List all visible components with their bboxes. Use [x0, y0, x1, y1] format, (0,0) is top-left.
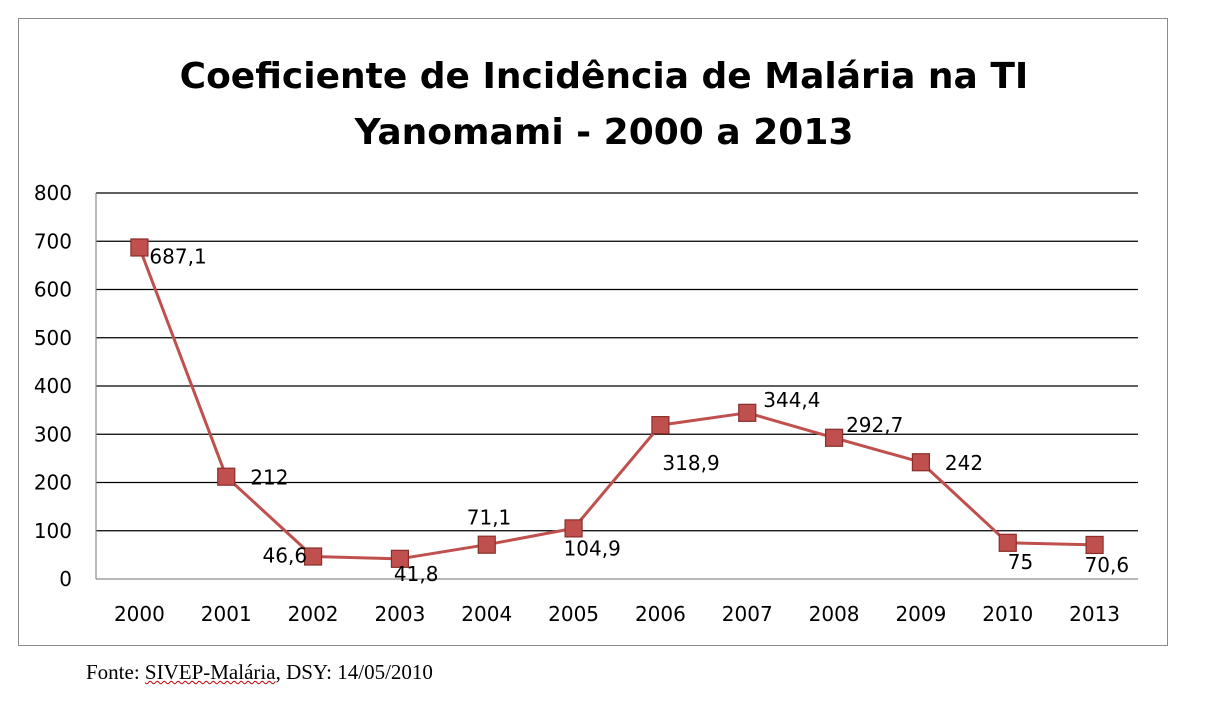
- data-point-marker: [130, 238, 149, 257]
- data-point-marker: [303, 547, 323, 566]
- data-point-marker: [390, 549, 410, 568]
- x-tick-label: 2000: [114, 602, 165, 626]
- x-tick-label: 2009: [895, 602, 946, 626]
- y-tick-label: 100: [34, 519, 72, 543]
- data-label: 344,4: [763, 388, 820, 412]
- source-note: Fonte: SIVEP-Malária, DSY: 14/05/2010: [86, 660, 433, 685]
- y-tick-label: 400: [34, 374, 72, 398]
- chart-frame: [18, 18, 1168, 646]
- source-prefix: Fonte:: [86, 660, 145, 684]
- x-tick-label: 2013: [1069, 602, 1120, 626]
- data-label: 70,6: [1085, 553, 1130, 577]
- x-tick-label: 2005: [548, 602, 599, 626]
- data-label: 104,9: [564, 536, 621, 560]
- y-tick-label: 500: [34, 326, 72, 350]
- y-tick-label: 300: [34, 422, 72, 446]
- data-label: 687,1: [149, 244, 206, 268]
- y-tick-label: 600: [34, 278, 72, 302]
- y-tick-label: 200: [34, 471, 72, 495]
- x-tick-label: 2007: [722, 602, 773, 626]
- source-suffix: , DSY: 14/05/2010: [275, 660, 433, 684]
- data-label: 212: [250, 466, 288, 490]
- data-label: 41,8: [394, 562, 439, 586]
- data-point-marker: [911, 453, 931, 472]
- data-point-marker: [824, 428, 844, 447]
- y-tick-label: 800: [34, 181, 72, 205]
- data-point-marker: [998, 533, 1017, 552]
- x-tick-label: 2003: [374, 602, 425, 626]
- data-point-marker: [217, 467, 236, 486]
- series-line: [138, 246, 1095, 561]
- data-point-marker: [1085, 535, 1104, 555]
- y-tick-label: 700: [34, 229, 72, 253]
- data-point-marker: [477, 535, 496, 554]
- source-name: SIVEP-Malária: [144, 660, 276, 684]
- chart-title-line1: Coeficiente de Incidência de Malária na …: [179, 56, 1029, 97]
- data-point-marker: [564, 519, 583, 538]
- x-tick-label: 2002: [288, 602, 339, 626]
- data-label: 75: [1008, 550, 1033, 574]
- data-label: 46,6: [263, 544, 308, 568]
- chart-title-line2: Yanomami - 2000 a 2013: [354, 112, 854, 153]
- y-tick-label: 0: [59, 567, 72, 591]
- data-point-marker: [738, 403, 757, 422]
- data-label: 71,1: [467, 506, 512, 530]
- data-label: 318,9: [662, 451, 719, 475]
- x-tick-label: 2010: [982, 602, 1033, 626]
- x-tick-label: 2001: [201, 602, 252, 626]
- data-label: 292,7: [846, 413, 903, 437]
- data-point-marker: [651, 416, 670, 435]
- data-label: 242: [945, 451, 983, 475]
- x-tick-label: 2006: [635, 602, 686, 626]
- x-tick-label: 2008: [809, 602, 860, 626]
- x-tick-label: 2004: [461, 602, 512, 626]
